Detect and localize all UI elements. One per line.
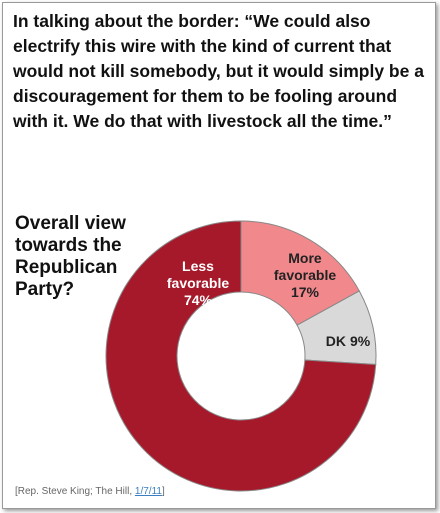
chart [105,220,377,492]
slice-name: More favorable [273,250,337,283]
source: [Rep. Steve King; The Hill, 1/7/11] [15,486,165,497]
slice-value: 9% [350,333,371,349]
slice-name: DK [325,333,346,349]
slice-label: More favorable 17% [265,250,345,301]
slice-label: Less favorable 74% [153,258,243,309]
slice-name: Less favorable [166,258,230,291]
chart-title: Overall view towards the Republican Part… [15,213,126,300]
source-close: ] [161,486,165,497]
slice-value: 74% [183,292,213,308]
quote: In talking about the border: “We could a… [13,11,424,131]
source-link[interactable]: 1/7/11 [134,486,162,497]
frame: In talking about the border: “We could a… [2,2,436,509]
slice-value: 17% [290,284,320,300]
slice [105,220,377,492]
slice-label: DK 9% [303,333,393,350]
source-text: [Rep. Steve King; The Hill, [15,486,133,497]
